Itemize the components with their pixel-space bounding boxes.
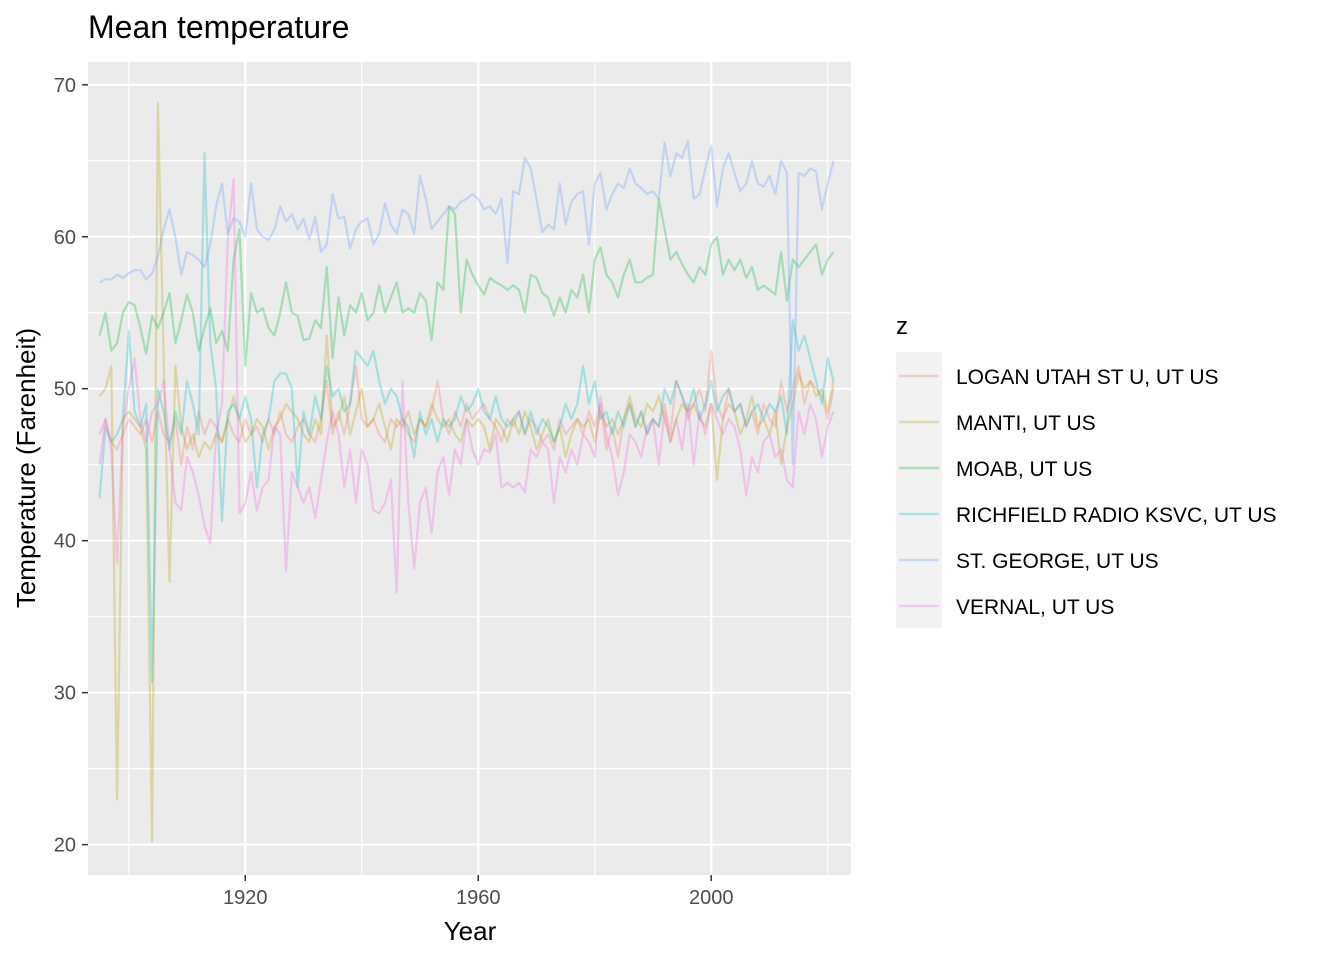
legend-label: MANTI, UT US	[956, 412, 1096, 435]
series-lines	[98, 101, 835, 843]
legend: z LOGAN UTAH ST U, UT US MANTI, UT US MOAB…	[896, 313, 1277, 628]
legend-key-background	[896, 352, 942, 628]
legend-title: z	[896, 313, 908, 340]
series-line	[98, 197, 835, 367]
x-axis: 1920 1960 2000	[223, 875, 733, 909]
y-tick-label: 70	[54, 75, 76, 97]
x-axis-title: Year	[444, 916, 497, 946]
legend-label: MOAB, UT US	[956, 458, 1092, 481]
x-tick-label: 1960	[456, 887, 501, 909]
y-tick-label: 40	[54, 531, 76, 553]
legend-label: RICHFIELD RADIO KSVC, UT US	[956, 504, 1277, 527]
legend-label: LOGAN UTAH ST U, UT US	[956, 366, 1219, 389]
plot-panel	[88, 62, 851, 875]
series-line	[99, 139, 835, 466]
y-tick-label: 20	[54, 835, 76, 857]
series-line	[98, 349, 835, 466]
series-line	[98, 101, 835, 843]
y-tick-label: 50	[54, 379, 76, 401]
y-tick-label: 60	[54, 227, 76, 249]
legend-label: VERNAL, UT US	[956, 596, 1114, 619]
y-axis: 20 30 40 50 60 70	[54, 75, 88, 857]
series-line	[98, 177, 835, 594]
y-axis-title: Temperature (Farenheit)	[11, 328, 41, 608]
series-line	[98, 152, 835, 684]
y-tick-label: 30	[54, 683, 76, 705]
legend-label: ST. GEORGE, UT US	[956, 550, 1159, 573]
x-tick-label: 1920	[223, 887, 268, 909]
chart-title: Mean temperature	[88, 9, 349, 45]
major-gridlines	[88, 62, 851, 875]
x-tick-label: 2000	[689, 887, 734, 909]
minor-gridlines	[88, 62, 851, 875]
